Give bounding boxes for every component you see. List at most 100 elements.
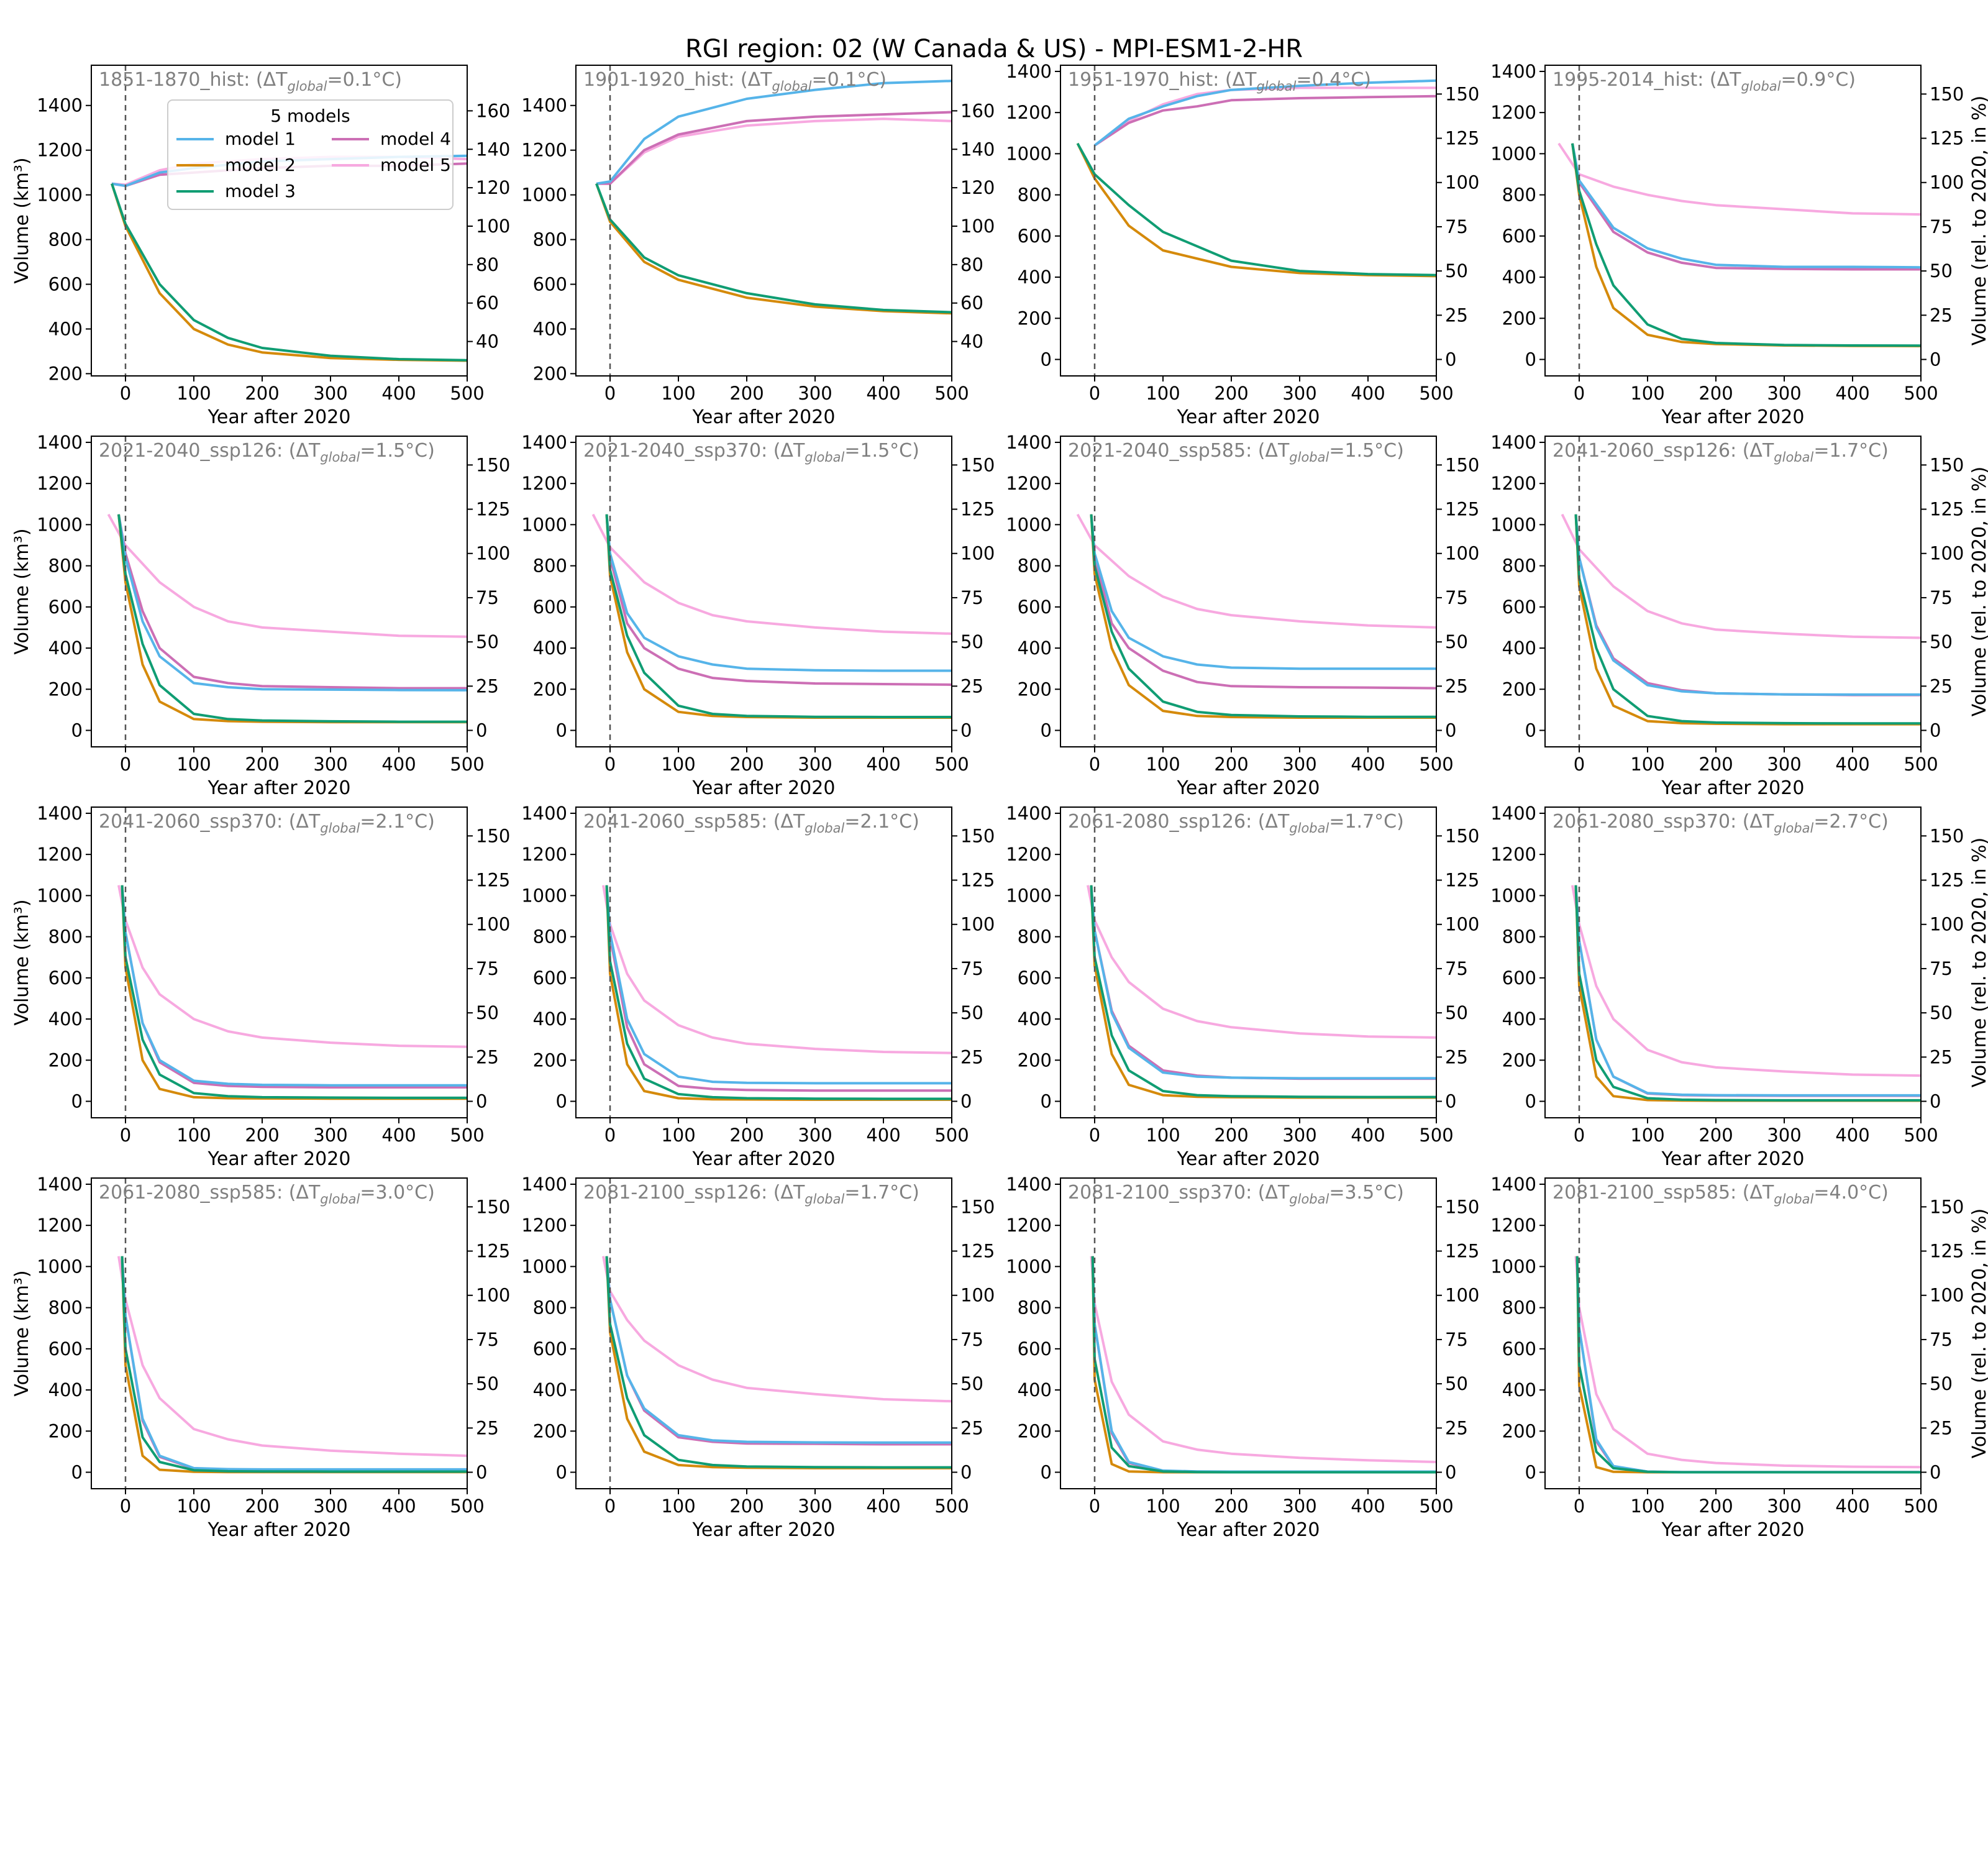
y-tick-label: 800 bbox=[533, 229, 567, 250]
y-tick-label: 1000 bbox=[1490, 1256, 1536, 1277]
y-tick-label: 1400 bbox=[1490, 432, 1536, 453]
y-tick-label: 1000 bbox=[37, 514, 83, 535]
y2-tick-label: 50 bbox=[960, 1002, 983, 1023]
y2-tick-label: 125 bbox=[1445, 870, 1479, 891]
series-line-model-4 bbox=[1571, 143, 1921, 271]
x-tick-label: 500 bbox=[934, 1496, 969, 1517]
y2-tick-label: 100 bbox=[1930, 914, 1964, 935]
y2-tick-label: 50 bbox=[1445, 631, 1468, 652]
y-tick-label: 400 bbox=[1502, 637, 1536, 659]
series-line-model-4 bbox=[605, 885, 952, 1092]
x-tick-label: 200 bbox=[245, 383, 279, 404]
x-axis-label: Year after 2020 bbox=[1661, 777, 1805, 799]
y2-tick-label: 50 bbox=[1930, 631, 1953, 652]
x-tick-label: 300 bbox=[798, 1496, 832, 1517]
series-line-model-5 bbox=[107, 513, 467, 638]
panel-title: 1995-2014_hist: (ΔTglobal=0.9°C) bbox=[1553, 69, 1856, 94]
y2-tick-label: 100 bbox=[1445, 914, 1479, 935]
x-tick-label: 300 bbox=[1282, 1125, 1316, 1146]
axes-frame bbox=[1060, 1177, 1437, 1489]
y-tick-label: 1400 bbox=[521, 95, 567, 116]
y-tick-label: 600 bbox=[48, 967, 83, 989]
y-tick-label: 1400 bbox=[1006, 803, 1052, 824]
y-tick-label: 1200 bbox=[1006, 1215, 1052, 1236]
y2-tick-label: 0 bbox=[1445, 1091, 1456, 1112]
x-tick-label: 500 bbox=[1419, 1125, 1453, 1146]
y-tick-label: 800 bbox=[1502, 555, 1536, 577]
y-tick-label: 1400 bbox=[1490, 803, 1536, 824]
x-tick-label: 300 bbox=[313, 383, 347, 404]
panel-5: 0 100 200 300 400 500020040060080010001200140… bbox=[11, 432, 510, 799]
series-line-model-1 bbox=[605, 1256, 952, 1444]
x-tick-label: 400 bbox=[1351, 1496, 1385, 1517]
y-tick-label: 1200 bbox=[1006, 473, 1052, 494]
y2-tick-label: 75 bbox=[476, 1329, 499, 1350]
legend-box bbox=[167, 99, 454, 210]
y-tick-label: 1200 bbox=[37, 844, 83, 865]
x-tick-label: 100 bbox=[1146, 754, 1180, 775]
y2-tick-label: 125 bbox=[476, 870, 510, 891]
series-line-model-5 bbox=[1561, 513, 1921, 639]
series-line-model-4 bbox=[117, 514, 467, 690]
y-tick-label: 1400 bbox=[37, 432, 83, 453]
x-tick-label: 0 bbox=[1574, 1125, 1585, 1146]
x-tick-label: 500 bbox=[1419, 383, 1453, 404]
x-tick-label: 400 bbox=[1835, 1125, 1869, 1146]
series-line-model-3 bbox=[121, 885, 467, 1099]
panel-15: 0 100 200 300 400 500020040060080010001200140… bbox=[1006, 1174, 1479, 1541]
y2-tick-label: 25 bbox=[960, 675, 983, 697]
panel-title: 1901-1920_hist: (ΔTglobal=0.1°C) bbox=[583, 69, 887, 94]
x-tick-label: 100 bbox=[1630, 1496, 1664, 1517]
y2-tick-label: 75 bbox=[960, 587, 983, 608]
y-tick-label: 1200 bbox=[37, 473, 83, 494]
x-tick-label: 0 bbox=[120, 1125, 131, 1146]
y-tick-label: 1200 bbox=[1490, 1215, 1536, 1236]
y2-tick-label: 140 bbox=[960, 139, 995, 160]
y2-tick-label: 50 bbox=[476, 631, 499, 652]
x-tick-label: 400 bbox=[381, 1496, 416, 1517]
y-tick-label: 400 bbox=[1018, 1008, 1052, 1030]
y-tick-label: 200 bbox=[1502, 1420, 1536, 1441]
series-line-model-4 bbox=[1093, 94, 1436, 147]
y2-tick-label: 0 bbox=[960, 1091, 972, 1112]
y2-tick-label: 0 bbox=[1930, 1091, 1941, 1112]
y-tick-label: 800 bbox=[533, 1297, 567, 1318]
y2-tick-label: 150 bbox=[960, 825, 995, 846]
y-tick-label: 200 bbox=[1502, 1049, 1536, 1071]
y-tick-label: 800 bbox=[1018, 926, 1052, 948]
y2-tick-label: 25 bbox=[960, 1417, 983, 1438]
y-tick-label: 800 bbox=[533, 926, 567, 948]
y2-tick-label: 125 bbox=[1445, 499, 1479, 520]
x-tick-label: 400 bbox=[866, 754, 900, 775]
y-tick-label: 200 bbox=[1502, 678, 1536, 700]
y-tick-label: 1000 bbox=[1490, 143, 1536, 164]
y-tick-label: 600 bbox=[48, 1338, 83, 1359]
series-line-model-5 bbox=[602, 885, 952, 1054]
y-tick-label: 1200 bbox=[1490, 844, 1536, 865]
y2-tick-label: 100 bbox=[1445, 172, 1479, 193]
axes-frame bbox=[1060, 436, 1437, 747]
y2-tick-label: 0 bbox=[476, 720, 487, 741]
y-tick-label: 400 bbox=[48, 318, 83, 339]
series-line-model-5 bbox=[596, 117, 952, 185]
panel-1: 0 100 200 300 400 500 200 400 600 800 1000 1200 1400… bbox=[11, 65, 510, 428]
panel-title: 2041-2060_ssp585: (ΔTglobal=2.1°C) bbox=[583, 811, 919, 836]
y2-tick-label: 160 bbox=[476, 100, 510, 121]
legend-title: 5 models bbox=[270, 106, 350, 126]
x-tick-label: 100 bbox=[176, 754, 211, 775]
y-tick-label: 600 bbox=[533, 1338, 567, 1359]
y2-tick-label: 125 bbox=[960, 870, 995, 891]
x-tick-label: 500 bbox=[450, 1496, 484, 1517]
y-tick-label: 1400 bbox=[1006, 1174, 1052, 1195]
y2-tick-label: 125 bbox=[476, 499, 510, 520]
axes-frame bbox=[1544, 1177, 1922, 1489]
x-tick-label: 0 bbox=[1574, 1496, 1585, 1517]
y-tick-label: 800 bbox=[1018, 185, 1052, 206]
axes-frame bbox=[91, 1177, 468, 1489]
series-line-model-1 bbox=[1091, 1256, 1436, 1473]
y-tick-label: 1200 bbox=[37, 1215, 83, 1236]
x-tick-label: 300 bbox=[1767, 1125, 1801, 1146]
series-line-model-3 bbox=[1571, 143, 1921, 347]
x-tick-label: 0 bbox=[1089, 383, 1100, 404]
